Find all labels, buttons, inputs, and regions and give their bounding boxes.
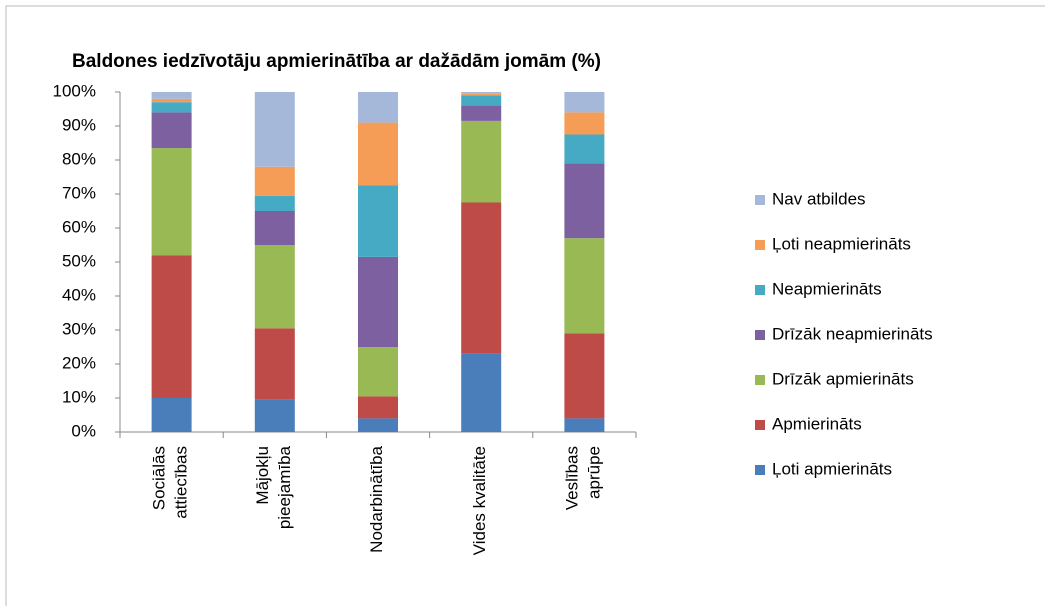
bar-segment <box>151 398 192 432</box>
legend-label: Drīzāk neapmierināts <box>772 324 933 343</box>
chart-border <box>5 5 1045 606</box>
bar-segment <box>564 333 605 419</box>
x-tick-label: Vides kvalitāte <box>471 446 490 555</box>
x-tick-label: Sociālās attiecības <box>150 446 191 519</box>
y-tick-label: 20% <box>62 353 96 372</box>
legend-swatch <box>755 375 765 385</box>
bar-segment <box>151 98 192 103</box>
bar-segment <box>358 418 398 432</box>
bar-segment <box>254 328 295 400</box>
bar-segment <box>358 256 398 347</box>
legend-label: Apmierināts <box>772 414 862 433</box>
chart-title: Baldones iedzīvotāju apmierinātība ar da… <box>72 51 601 72</box>
legend-swatch <box>755 420 765 430</box>
bar-segment <box>461 353 502 432</box>
bar-segment <box>461 93 502 96</box>
bar-segment <box>254 211 295 245</box>
y-tick-label: 50% <box>62 251 96 270</box>
y-tick-label: 80% <box>62 149 96 168</box>
bar-segment <box>254 92 295 167</box>
bar-segment <box>564 134 605 164</box>
bar-segment <box>564 418 605 432</box>
bar-segment <box>461 105 502 121</box>
bar-segment <box>358 122 398 186</box>
legend-label: Nav atbildes <box>772 189 866 208</box>
legend-swatch <box>755 240 765 250</box>
bar-segment <box>461 95 502 106</box>
bar-segment <box>358 347 398 397</box>
bar-segment <box>151 102 192 113</box>
bar-segment <box>358 92 398 123</box>
bar-segment <box>151 255 192 398</box>
y-tick-label: 10% <box>62 387 96 406</box>
y-tick-label: 70% <box>62 183 96 202</box>
bar-segment <box>151 148 192 256</box>
legend-label: Ļoti neapmierināts <box>772 234 911 253</box>
legend-label: Ļoti apmierināts <box>772 459 892 478</box>
y-tick-label: 40% <box>62 285 96 304</box>
bar-segment <box>564 238 605 334</box>
bar-segment <box>461 120 502 203</box>
bar-segment <box>254 399 295 432</box>
bar-segment <box>358 396 398 419</box>
legend-label: Drīzāk apmierināts <box>772 369 914 388</box>
bar-segment <box>564 163 605 239</box>
y-tick-label: 100% <box>53 81 96 100</box>
bar-segment <box>151 92 192 99</box>
legend-swatch <box>755 285 765 295</box>
x-tick-label: Veslības aprūpe <box>563 446 604 510</box>
y-tick-label: 0% <box>71 421 96 440</box>
bar-segment <box>564 92 605 113</box>
legend-swatch <box>755 330 765 340</box>
bar-segment <box>461 202 502 354</box>
legend-swatch <box>755 465 765 475</box>
bar-segment <box>461 92 502 94</box>
bar-segment <box>358 185 398 257</box>
y-tick-label: 30% <box>62 319 96 338</box>
x-tick-label: Nodarbinātība <box>367 445 386 552</box>
bar-segment <box>254 166 295 196</box>
y-tick-label: 60% <box>62 217 96 236</box>
bar-segment <box>564 112 605 135</box>
x-tick-label: Mājokļu pieejamība <box>253 445 294 529</box>
y-tick-label: 90% <box>62 115 96 134</box>
bar-segment <box>254 195 295 211</box>
bar-segment <box>254 245 295 329</box>
bar-segment <box>151 112 192 149</box>
legend-swatch <box>755 195 765 205</box>
legend-label: Neapmierināts <box>772 279 882 298</box>
